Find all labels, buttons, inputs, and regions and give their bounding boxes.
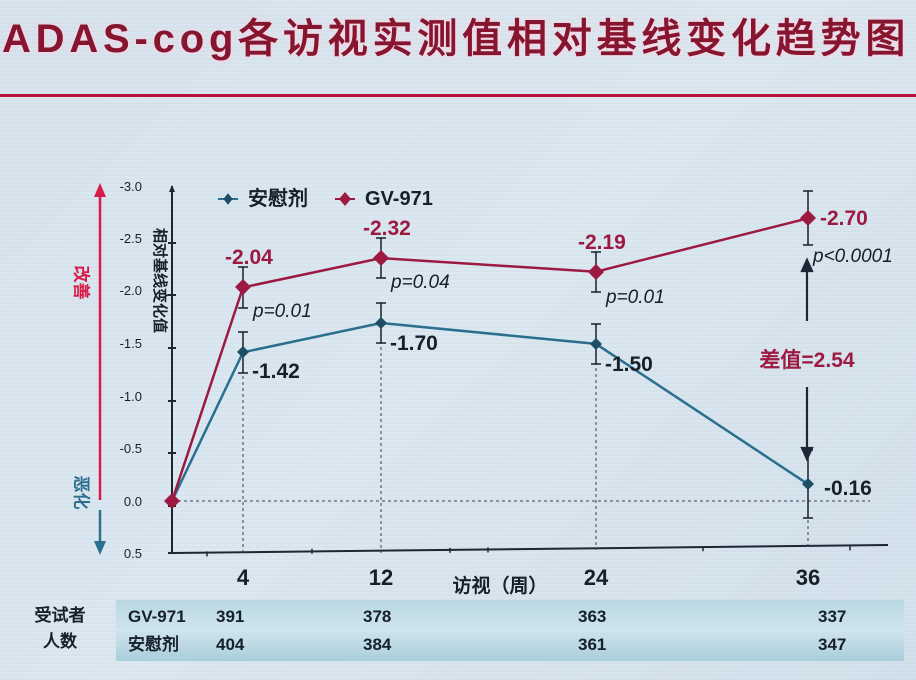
- svg-text:-3.0: -3.0: [120, 179, 142, 194]
- svg-text:访视（周）: 访视（周）: [452, 574, 547, 597]
- svg-text:p=0.04: p=0.04: [390, 272, 450, 293]
- svg-text:-1.50: -1.50: [605, 353, 653, 376]
- svg-text:0.0: 0.0: [124, 494, 142, 509]
- svg-text:-0.16: -0.16: [824, 477, 872, 500]
- svg-text:-1.70: -1.70: [390, 332, 438, 355]
- svg-text:-2.70: -2.70: [820, 207, 868, 230]
- svg-text:4: 4: [237, 565, 250, 590]
- svg-text:12: 12: [369, 565, 393, 590]
- svg-text:安慰剂: 安慰剂: [248, 186, 308, 210]
- svg-text:0.5: 0.5: [124, 546, 142, 561]
- svg-text:p=0.01: p=0.01: [605, 287, 665, 308]
- svg-text:差值=2.54: 差值=2.54: [759, 348, 854, 372]
- svg-text:-2.32: -2.32: [363, 217, 411, 240]
- svg-text:-2.04: -2.04: [225, 246, 273, 269]
- svg-text:-2.19: -2.19: [578, 231, 626, 254]
- svg-text:GV-971: GV-971: [365, 188, 433, 210]
- svg-text:36: 36: [796, 565, 820, 590]
- svg-text:p<0.0001: p<0.0001: [812, 246, 893, 267]
- svg-text:p=0.01: p=0.01: [252, 301, 312, 322]
- svg-text:-2.5: -2.5: [120, 231, 142, 246]
- svg-text:-1.42: -1.42: [252, 360, 300, 383]
- svg-text:24: 24: [584, 565, 609, 590]
